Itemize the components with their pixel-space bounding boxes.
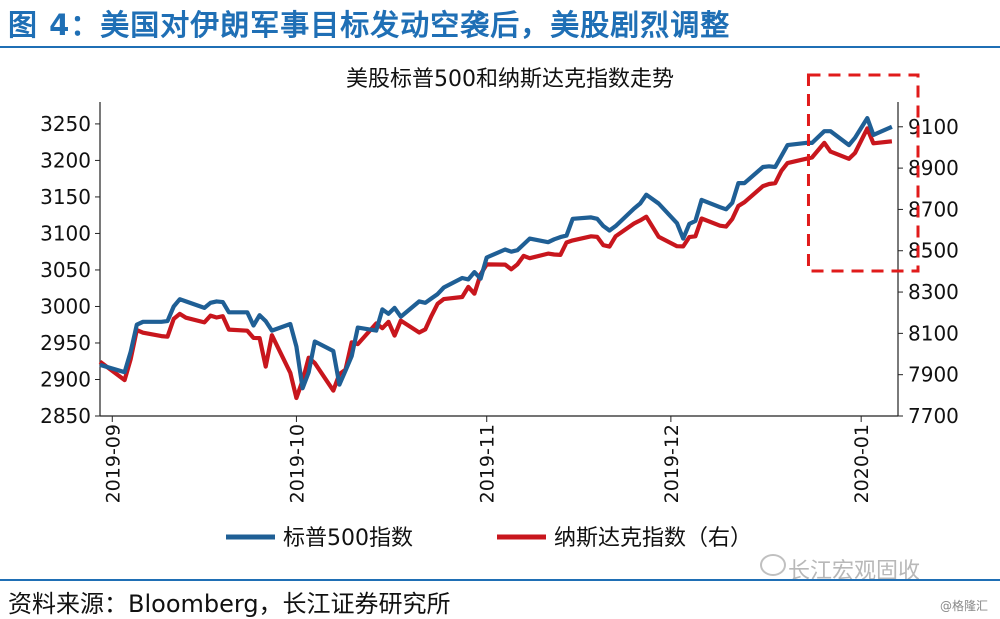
x-tick-label: 2019-10 [286, 424, 308, 503]
legend-label-nasdaq: 纳斯达克指数（右） [554, 526, 752, 551]
y-right-tick-label: 8900 [908, 156, 959, 180]
highlight-box [806, 73, 920, 273]
y-left-tick-label: 3100 [40, 221, 91, 245]
y-left-tick-label: 2950 [40, 331, 91, 355]
x-tick-label: 2019-09 [102, 424, 124, 503]
legend: 标普500指数 纳斯达克指数（右） [226, 526, 752, 551]
credit: @格隆汇 [939, 599, 988, 613]
x-tick-label: 2019-11 [477, 424, 499, 503]
y-right-tick-label: 7900 [908, 363, 959, 387]
y-right-tick-label: 7700 [908, 404, 959, 428]
x-tick-label: 2020-01 [851, 424, 873, 503]
y-right-tick-label: 8100 [908, 321, 959, 345]
y-left-tick-label: 3150 [40, 185, 91, 209]
x-tick-label: 2019-12 [661, 424, 683, 503]
y-left-tick-label: 3050 [40, 258, 91, 282]
y-left-tick-label: 3250 [40, 112, 91, 136]
y-right-tick-label: 8500 [908, 239, 959, 263]
figure-title: 图 4：美国对伊朗军事目标发动空袭后，美股剧烈调整 [8, 8, 731, 42]
y-left-tick-label: 2900 [40, 367, 91, 391]
source-rule [0, 579, 1000, 581]
line-chart: 美股标普500和纳斯达克指数走势 2850 2900 2950 3000 3050 310… [40, 67, 959, 551]
y-left-tick-label: 3200 [40, 148, 91, 172]
chart-title: 美股标普500和纳斯达克指数走势 [346, 67, 674, 92]
legend-label-sp500: 标普500指数 [283, 526, 413, 551]
axes: 2850 2900 2950 3000 3050 3100 3150 3200 3250 7700… [40, 102, 959, 503]
y-left-tick-label: 3000 [40, 294, 91, 318]
wechat-icon [760, 554, 786, 576]
y-right-tick-label: 8700 [908, 197, 959, 221]
y-left-tick-label: 2850 [40, 404, 91, 428]
title-rule [0, 46, 1000, 48]
series-group [98, 115, 893, 401]
y-right-tick-label: 8300 [908, 280, 959, 304]
series-line-sp500 [99, 115, 893, 391]
source-note: 资料来源：Bloomberg，长江证券研究所 [8, 590, 451, 618]
y-right-tick-label: 9100 [908, 115, 959, 139]
